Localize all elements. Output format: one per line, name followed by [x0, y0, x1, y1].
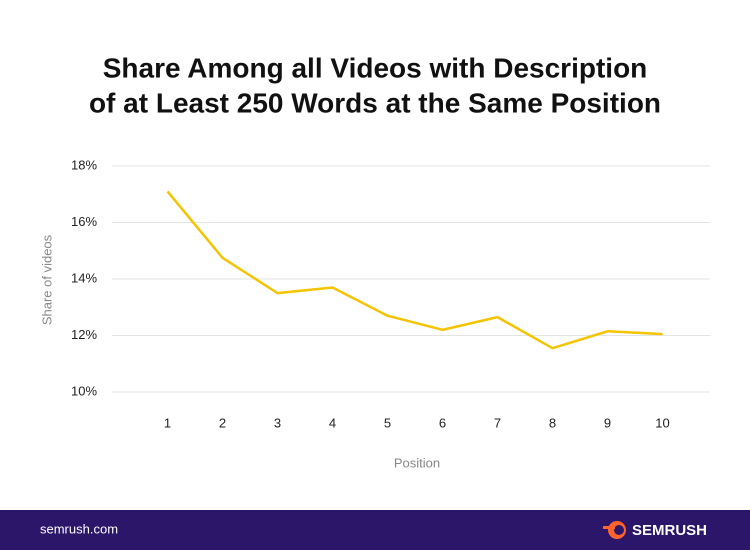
- y-tick-label: 18%: [71, 157, 97, 172]
- footer-url: semrush.com: [40, 521, 118, 536]
- x-tick-label: 10: [655, 415, 669, 430]
- x-tick-label: 9: [604, 415, 611, 430]
- x-tick-label: 4: [329, 415, 336, 430]
- logo-icon: [614, 525, 624, 535]
- y-axis-label: Share of videos: [39, 234, 54, 325]
- x-tick-label: 6: [439, 415, 446, 430]
- x-tick-label: 7: [494, 415, 501, 430]
- chart-title: Share Among all Videos with Description: [103, 52, 648, 83]
- x-tick-label: 2: [219, 415, 226, 430]
- x-tick-label: 1: [164, 415, 171, 430]
- line-series: [166, 190, 663, 350]
- x-tick-label: 8: [549, 415, 556, 430]
- footer-brand: SEMRUSH: [632, 522, 707, 539]
- x-tick-label: 5: [384, 415, 391, 430]
- brand-logo: [603, 521, 626, 539]
- logo-icon: [603, 526, 615, 529]
- y-tick-label: 16%: [71, 214, 97, 229]
- y-tick-label: 10%: [71, 383, 97, 398]
- y-tick-label: 12%: [71, 327, 97, 342]
- x-axis-label: Position: [394, 455, 440, 470]
- chart-title: of at Least 250 Words at the Same Positi…: [89, 87, 661, 118]
- x-tick-label: 3: [274, 415, 281, 430]
- y-tick-label: 14%: [71, 270, 97, 285]
